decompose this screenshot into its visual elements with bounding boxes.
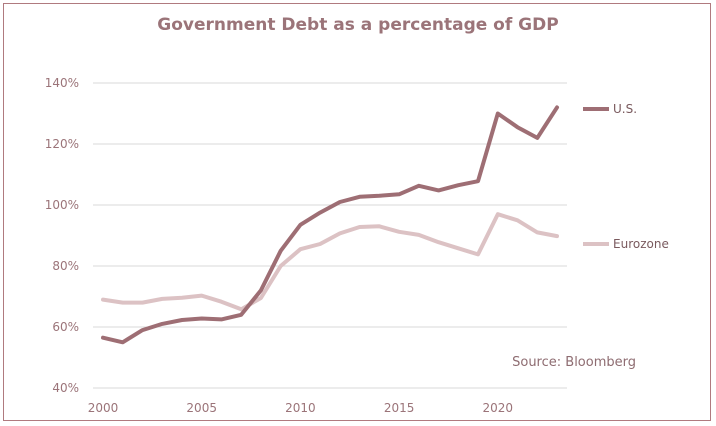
y-tick-label: 80%: [52, 259, 79, 273]
y-tick-label: 140%: [45, 76, 79, 90]
legend-label: Eurozone: [613, 237, 669, 251]
x-axis-ticks: 2000 2005 2010 2015 2020: [88, 401, 513, 415]
series-lines: [101, 105, 559, 345]
legend: U.S. Eurozone: [583, 102, 669, 251]
source-annotation: Source: Bloomberg: [512, 355, 636, 370]
y-tick-label: 120%: [45, 137, 79, 151]
legend-label: U.S.: [613, 102, 637, 116]
x-tick-label: 2020: [483, 401, 514, 415]
y-tick-label: 60%: [52, 320, 79, 334]
chart-frame: [3, 3, 711, 421]
chart-title: Government Debt as a percentage of GDP: [157, 15, 558, 35]
x-tick-label: 2000: [88, 401, 119, 415]
series-line-eurozone: [101, 212, 559, 312]
x-tick-label: 2005: [186, 401, 217, 415]
y-tick-label: 100%: [45, 198, 79, 212]
series-line-u-s: [101, 105, 559, 345]
x-tick-label: 2010: [285, 401, 316, 415]
y-axis-ticks: 40% 60% 80% 100% 120% 140%: [45, 76, 79, 395]
gridlines: [93, 82, 567, 389]
x-tick-label: 2015: [384, 401, 415, 415]
y-tick-label: 40%: [52, 381, 79, 395]
